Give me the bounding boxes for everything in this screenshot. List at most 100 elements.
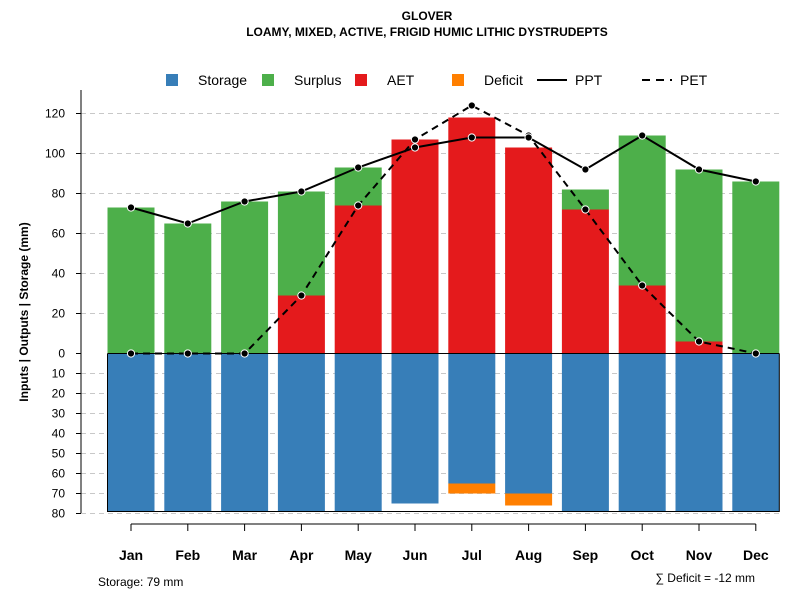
- ppt-point: [240, 197, 249, 206]
- storage-bar: [448, 353, 496, 484]
- y-axis-label: Inputs | Outputs | Storage (mm): [17, 222, 31, 401]
- x-tick-label: Jul: [462, 547, 482, 563]
- aet-bar: [618, 285, 666, 354]
- ppt-point: [297, 187, 306, 196]
- axes: 0 20 40 60 80 100 120 10 20 30 40 50 60 70 80 Jan Feb Mar…: [45, 90, 769, 563]
- storage-bar: [732, 353, 780, 512]
- ppt-point: [183, 219, 192, 228]
- ppt-point: [467, 133, 476, 142]
- y-tick-label: 0: [58, 347, 65, 361]
- aet-bar: [391, 139, 439, 354]
- y-tick-label: 20: [52, 387, 66, 401]
- legend-label: Storage: [198, 72, 247, 88]
- aet-bar: [561, 209, 609, 354]
- pet-point: [297, 291, 306, 300]
- storage-bar: [561, 353, 609, 512]
- legend-swatch: [355, 74, 367, 86]
- ppt-point: [751, 177, 760, 186]
- surplus-bar: [675, 169, 723, 342]
- y-tick-label: 100: [45, 147, 65, 161]
- x-tick-label: Nov: [686, 547, 713, 563]
- y-tick-label: 60: [52, 227, 66, 241]
- ppt-point: [126, 203, 136, 212]
- deficit-footer: ∑ Deficit = -12 mm: [655, 571, 755, 585]
- x-tick-label: Mar: [232, 547, 257, 563]
- legend-swatch: [262, 74, 274, 86]
- x-tick-label: May: [345, 547, 372, 563]
- storage-bar: [221, 353, 269, 512]
- pet-point: [240, 349, 249, 358]
- chart-title: GLOVER: [402, 9, 453, 23]
- y-tick-label: 120: [45, 107, 65, 121]
- x-tick-label: Feb: [175, 547, 200, 563]
- y-tick-label: 70: [52, 487, 66, 501]
- y-tick-label: 20: [52, 307, 66, 321]
- y-tick-label: 30: [52, 407, 66, 421]
- aet-bar: [334, 205, 382, 354]
- y-tick-label: 40: [52, 427, 66, 441]
- bars: [107, 117, 780, 512]
- aet-bar: [505, 147, 553, 354]
- y-tick-label: 40: [52, 267, 66, 281]
- deficit-bar: [448, 483, 496, 494]
- aet-bar: [277, 295, 325, 354]
- legend-swatch: [452, 74, 464, 86]
- legend-label: Deficit: [484, 72, 523, 88]
- ppt-point: [410, 143, 420, 152]
- deficit-bar: [505, 493, 553, 506]
- legend-label: PET: [680, 72, 708, 88]
- surplus-bar: [107, 207, 155, 354]
- legend-label: Surplus: [294, 72, 341, 88]
- ppt-point: [354, 163, 363, 172]
- pet-point: [638, 281, 647, 290]
- pet-point: [354, 201, 363, 210]
- ppt-point: [638, 131, 647, 140]
- y-tick-label: 60: [52, 467, 66, 481]
- x-tick-label: Jun: [403, 547, 428, 563]
- legend-label: PPT: [575, 72, 603, 88]
- pet-point: [694, 337, 704, 346]
- y-tick-label: 10: [52, 367, 66, 381]
- ppt-point: [581, 165, 590, 174]
- x-tick-label: Apr: [289, 547, 314, 563]
- pet-point: [581, 205, 590, 214]
- y-tick-label: 50: [52, 447, 66, 461]
- surplus-bar: [277, 191, 325, 296]
- aet-bar: [448, 117, 496, 354]
- storage-bar: [107, 353, 155, 512]
- storage-footer: Storage: 79 mm: [98, 575, 183, 589]
- legend-swatch: [166, 74, 178, 86]
- surplus-bar: [618, 135, 666, 286]
- pet-point: [410, 135, 420, 144]
- series-lines: [126, 101, 760, 358]
- ppt-line: [130, 134, 757, 225]
- storage-bar: [164, 353, 212, 512]
- x-tick-label: Dec: [743, 547, 769, 563]
- storage-bar: [675, 353, 723, 512]
- x-tick-label: Jan: [119, 547, 143, 563]
- y-tick-label: 80: [52, 187, 66, 201]
- surplus-bar: [221, 201, 269, 354]
- pet-line: [131, 104, 757, 355]
- pet-point: [467, 101, 476, 110]
- y-tick-label: 80: [52, 507, 66, 521]
- storage-bar: [391, 353, 439, 504]
- chart-subtitle: LOAMY, MIXED, ACTIVE, FRIGID HUMIC LITHI…: [246, 25, 608, 39]
- surplus-bar: [732, 181, 780, 354]
- x-tick-label: Oct: [631, 547, 655, 563]
- storage-bar: [505, 353, 553, 494]
- legend: Storage Surplus AET Deficit PPT PET: [166, 72, 708, 88]
- legend-label: AET: [387, 72, 415, 88]
- storage-bar: [277, 353, 325, 512]
- x-tick-label: Sep: [573, 547, 599, 563]
- x-tick-label: Aug: [515, 547, 542, 563]
- storage-capacity-outline: [107, 353, 780, 512]
- storage-bar: [334, 353, 382, 512]
- ppt-point: [524, 133, 533, 142]
- storage-bar: [618, 353, 666, 512]
- pet-point: [126, 349, 136, 358]
- pet-point: [751, 349, 760, 358]
- surplus-bar: [164, 223, 212, 354]
- pet-point: [183, 349, 192, 358]
